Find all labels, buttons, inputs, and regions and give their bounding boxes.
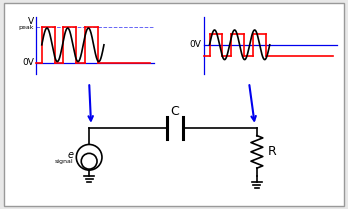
FancyBboxPatch shape [4,3,344,206]
Text: V: V [28,17,34,26]
Text: signal: signal [55,159,73,164]
Text: 0V: 0V [190,40,201,49]
Text: R: R [268,145,277,158]
Text: 0V: 0V [22,58,34,67]
Text: e: e [68,150,73,160]
Text: C: C [171,105,179,119]
Text: peak: peak [18,24,34,29]
